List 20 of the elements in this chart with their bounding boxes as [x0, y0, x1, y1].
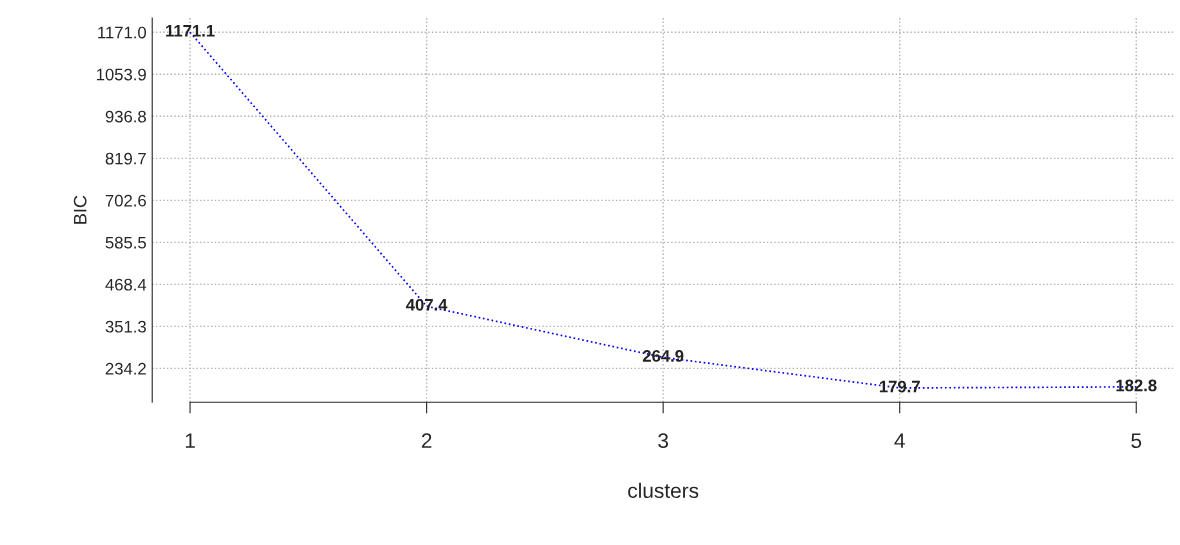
data-label: 182.8 [1116, 379, 1157, 392]
y-tick-label: 819.7 [105, 152, 146, 165]
x-tick-label: 5 [1131, 433, 1142, 449]
y-tick-label: 936.8 [105, 110, 146, 123]
x-axis-title: clusters [628, 482, 699, 499]
y-tick-label: 468.4 [105, 278, 147, 291]
y-tick-label: 1171.0 [98, 26, 147, 39]
x-tick-label: 2 [421, 433, 432, 448]
y-tick-label: 234.2 [105, 362, 146, 375]
y-tick-label: 702.6 [105, 194, 146, 207]
data-label: 407.4 [406, 298, 448, 311]
x-tick-label: 4 [894, 433, 905, 448]
data-label: 179.7 [879, 380, 920, 393]
y-axis-title: BIC [73, 195, 87, 224]
y-tick-label: 351.3 [105, 320, 146, 333]
data-label: 1171.1 [166, 25, 215, 37]
x-tick-label: 1 [185, 433, 195, 448]
y-tick-label: 585.5 [105, 236, 146, 249]
y-tick-label: 1053.9 [96, 68, 146, 81]
x-tick-label: 3 [658, 433, 669, 449]
